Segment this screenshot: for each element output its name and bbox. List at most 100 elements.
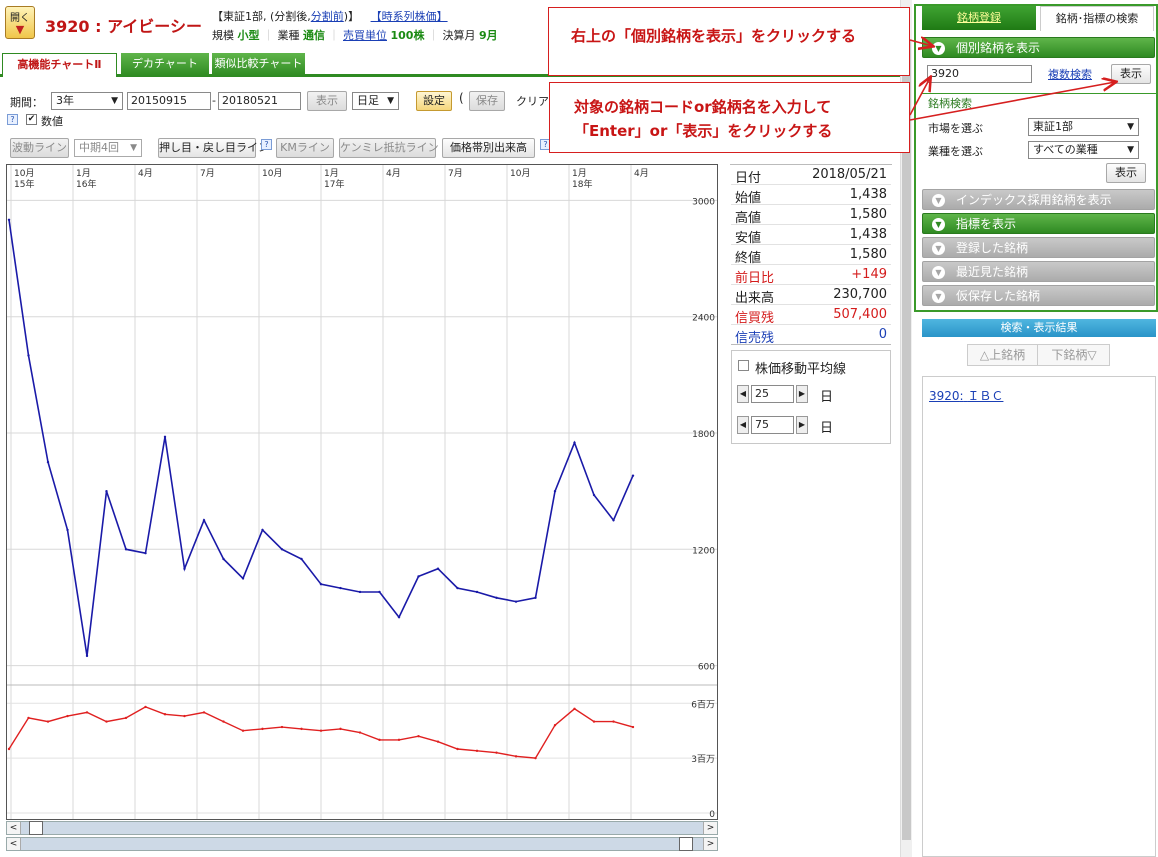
annotation-callout-1: 右上の「個別銘柄を表示」をクリックする bbox=[548, 7, 910, 76]
bar-label: 仮保存した銘柄 bbox=[956, 289, 1041, 303]
price-point bbox=[475, 590, 479, 594]
industry-select-label: 業種を選ぶ bbox=[928, 145, 983, 158]
price-point bbox=[202, 519, 206, 522]
tab-deka-chart[interactable]: デカチャート bbox=[121, 53, 209, 76]
margin-point bbox=[456, 747, 459, 751]
ma2-decrement-button[interactable]: ◀ bbox=[737, 416, 749, 434]
period-select[interactable]: 3年 ▼ bbox=[51, 92, 123, 110]
timeseries-link[interactable]: 【時系列株価】 bbox=[370, 10, 448, 23]
info-value: 0 bbox=[878, 327, 887, 342]
show-button[interactable]: 表示 bbox=[307, 91, 347, 111]
ma-checkbox[interactable] bbox=[738, 360, 749, 371]
registered-stocks-bar[interactable]: ▼ 登録した銘柄 bbox=[922, 237, 1155, 258]
chart-scrollbar-bottom[interactable]: < > bbox=[6, 837, 718, 851]
numeric-checkbox[interactable]: ✔ bbox=[26, 114, 37, 125]
market-select[interactable]: 東証1部 ▼ bbox=[1028, 118, 1139, 136]
split-before-link[interactable]: 分割前 bbox=[310, 10, 344, 23]
tab-stock-search[interactable]: 銘柄･指標の検索 bbox=[1040, 6, 1154, 31]
period-label: 期間： bbox=[10, 96, 43, 109]
info-value: 1,580 bbox=[849, 247, 887, 262]
info-value: 1,580 bbox=[849, 207, 887, 222]
settings-button[interactable]: 設定 bbox=[416, 91, 452, 111]
industry-select[interactable]: すべての業種 ▼ bbox=[1028, 141, 1139, 159]
info-row-close: 終値 1,580 bbox=[731, 245, 891, 266]
x-tick-label-month: 10月 bbox=[262, 168, 282, 179]
volume-profile-button[interactable]: 価格帯別出来高 bbox=[442, 138, 535, 158]
next-stock-label: 下銘柄 bbox=[1051, 348, 1088, 362]
ma1-increment-button[interactable]: ▶ bbox=[796, 385, 808, 403]
y-tick-label-price: 1200 bbox=[692, 546, 715, 556]
y-tick-label-price: 1800 bbox=[692, 430, 715, 440]
y-tick-label-volume: 3百万 bbox=[691, 754, 715, 765]
stock-chart[interactable]: 10月 15年 1月 16年 4月 7月 10月 1月 17年 4月 7月 10月 1月 18年 4月 300… bbox=[6, 164, 718, 820]
interval-select[interactable]: 日足 ▼ bbox=[352, 92, 399, 110]
x-tick-label-month: 4月 bbox=[138, 168, 153, 179]
date-to-input[interactable]: 20180521 bbox=[218, 92, 301, 110]
margin-point bbox=[475, 749, 479, 753]
period-select-value: 3年 bbox=[56, 94, 74, 107]
show-indicator-bar[interactable]: ▼ 指標を表示 bbox=[922, 213, 1155, 234]
open-button-label: 開く bbox=[10, 13, 30, 24]
clear-button[interactable]: クリア bbox=[516, 95, 548, 108]
page-scroll-thumb[interactable] bbox=[902, 40, 911, 840]
price-point bbox=[183, 567, 186, 570]
info-value: 2018/05/21 bbox=[812, 167, 887, 182]
wave-line-button[interactable]: 波動ライン bbox=[10, 138, 69, 158]
x-tick-label-month: 4月 bbox=[634, 168, 649, 179]
pushback-line-button[interactable]: 押し目・戻し目ライン bbox=[158, 138, 269, 158]
result-item[interactable]: 3920: ＩＢＣ bbox=[929, 387, 1003, 404]
page-scrollbar[interactable] bbox=[900, 0, 912, 857]
index-stocks-bar[interactable]: ▼ インデックス採用銘柄を表示 bbox=[922, 189, 1155, 210]
margin-point bbox=[66, 714, 69, 718]
bar-label: 個別銘柄を表示 bbox=[956, 41, 1041, 55]
info-key: 前日比 bbox=[735, 271, 775, 286]
market-info: 【東証1部, (分割後,分割前)】 【時系列株価】 bbox=[212, 8, 448, 24]
y-tick-label-price: 600 bbox=[698, 663, 715, 673]
term-select-value: 中期4回 bbox=[79, 141, 119, 154]
ma-title: 株価移動平均線 bbox=[755, 362, 847, 377]
kenmire-line-button[interactable]: ケンミレ抵抗ライン bbox=[339, 138, 439, 158]
date-from-input[interactable]: 20150915 bbox=[127, 92, 211, 110]
search-show-button[interactable]: 表示 bbox=[1106, 163, 1146, 183]
price-point bbox=[124, 548, 128, 551]
industry-value: 通信 bbox=[303, 29, 325, 42]
open-button[interactable]: 開く ▼ bbox=[5, 6, 35, 39]
tab-stock-register[interactable]: 銘柄登録 bbox=[922, 6, 1036, 30]
scroll-right-arrow[interactable]: > bbox=[703, 838, 717, 850]
tab-high-function-chart[interactable]: 高機能チャートⅡ bbox=[2, 53, 117, 77]
term-select[interactable]: 中期4回 ▼ bbox=[74, 139, 142, 157]
info-key: 安値 bbox=[735, 231, 762, 246]
scroll-left-arrow[interactable]: < bbox=[7, 838, 21, 850]
temp-saved-stocks-bar[interactable]: ▼ 仮保存した銘柄 bbox=[922, 285, 1155, 306]
ma2-increment-button[interactable]: ▶ bbox=[796, 416, 808, 434]
trading-unit-link[interactable]: 売買単位 bbox=[343, 29, 387, 42]
margin-point bbox=[261, 727, 264, 731]
ma1-decrement-button[interactable]: ◀ bbox=[737, 385, 749, 403]
next-stock-button[interactable]: 下銘柄▽ bbox=[1039, 345, 1109, 365]
scroll-thumb-left[interactable] bbox=[29, 821, 43, 835]
show-individual-stock-bar[interactable]: ▼ 個別銘柄を表示 bbox=[922, 37, 1155, 58]
scroll-right-arrow[interactable]: > bbox=[703, 822, 717, 834]
x-tick-label-year: 15年 bbox=[14, 178, 34, 190]
help-icon[interactable]: ? bbox=[7, 114, 18, 125]
save-button[interactable]: 保存 bbox=[469, 91, 505, 111]
km-line-button[interactable]: KMライン bbox=[276, 138, 334, 158]
price-point bbox=[222, 557, 225, 561]
result-sep: : bbox=[959, 389, 964, 403]
price-point bbox=[592, 493, 596, 497]
help-icon[interactable]: ? bbox=[261, 139, 272, 150]
margin-point bbox=[534, 756, 537, 760]
scroll-left-arrow[interactable]: < bbox=[7, 822, 21, 834]
scroll-thumb-right[interactable] bbox=[679, 837, 693, 851]
stock-show-button[interactable]: 表示 bbox=[1111, 64, 1151, 84]
prev-stock-button[interactable]: △上銘柄 bbox=[968, 345, 1038, 365]
recent-stocks-bar[interactable]: ▼ 最近見た銘柄 bbox=[922, 261, 1155, 282]
ma2-input[interactable]: 75 bbox=[751, 416, 794, 434]
ma1-input[interactable]: 25 bbox=[751, 385, 794, 403]
chart-scrollbar-top[interactable]: < > bbox=[6, 821, 718, 835]
stock-code-input[interactable]: 3920 bbox=[927, 65, 1032, 83]
tab-similar-chart[interactable]: 類似比較チャート bbox=[212, 53, 305, 76]
fiscal-month-value: 9月 bbox=[478, 29, 498, 42]
multi-search-link[interactable]: 複数検索 bbox=[1048, 68, 1092, 81]
industry-select-value: すべての業種 bbox=[1033, 143, 1098, 156]
